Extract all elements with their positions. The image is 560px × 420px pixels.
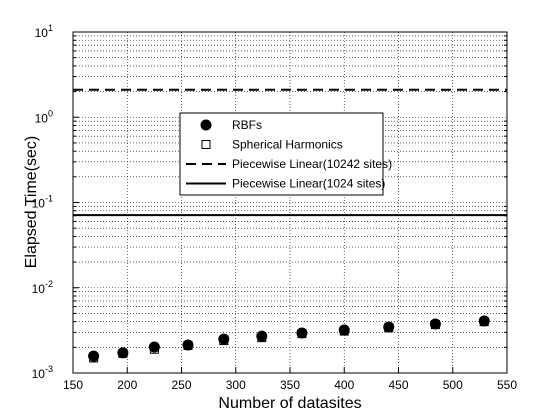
y-tick-label: 10-1 (32, 194, 53, 211)
y-tick-label: 10-2 (32, 279, 53, 296)
y-axis-label: Elapsed Time(sec) (23, 136, 40, 269)
circle-marker (478, 315, 490, 327)
x-tick-label: 550 (497, 378, 517, 392)
x-tick-label: 250 (171, 378, 191, 392)
x-axis-label: Number of datasites (218, 395, 361, 412)
circle-marker (88, 350, 100, 362)
legend-label: RBFs (232, 118, 262, 132)
x-tick-label: 300 (226, 378, 246, 392)
x-tick-label: 150 (63, 378, 83, 392)
circle-marker (218, 333, 230, 345)
circle-marker (383, 321, 395, 333)
circle-marker (296, 327, 308, 339)
x-tick-label: 200 (117, 378, 137, 392)
x-tick-label: 500 (443, 378, 463, 392)
y-tick-label: 10-3 (32, 364, 53, 381)
x-tick-label: 400 (334, 378, 354, 392)
circle-marker (338, 324, 350, 336)
legend-box (179, 112, 384, 196)
legend-marker (200, 119, 212, 131)
circle-marker (182, 339, 194, 351)
y-tick-label: 101 (35, 23, 53, 40)
legend-label: Piecewise Linear(10242 sites) (232, 157, 392, 171)
legend-label: Piecewise Linear(1024 sites) (232, 177, 385, 191)
circle-marker (148, 341, 160, 353)
circle-marker (256, 330, 268, 342)
x-tick-label: 350 (280, 378, 300, 392)
legend-marker (201, 140, 211, 149)
circle-marker (429, 318, 441, 330)
y-tick-label: 100 (35, 108, 53, 125)
x-tick-label: 450 (388, 378, 408, 392)
plot-frame (72, 31, 508, 374)
legend-label: Spherical Harmonics (232, 138, 343, 152)
circle-marker (117, 347, 129, 359)
